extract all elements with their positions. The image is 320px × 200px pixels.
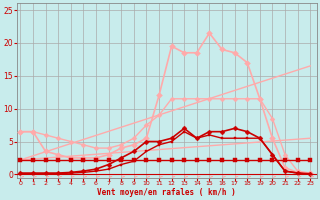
X-axis label: Vent moyen/en rafales ( km/h ): Vent moyen/en rafales ( km/h ) bbox=[97, 188, 236, 197]
